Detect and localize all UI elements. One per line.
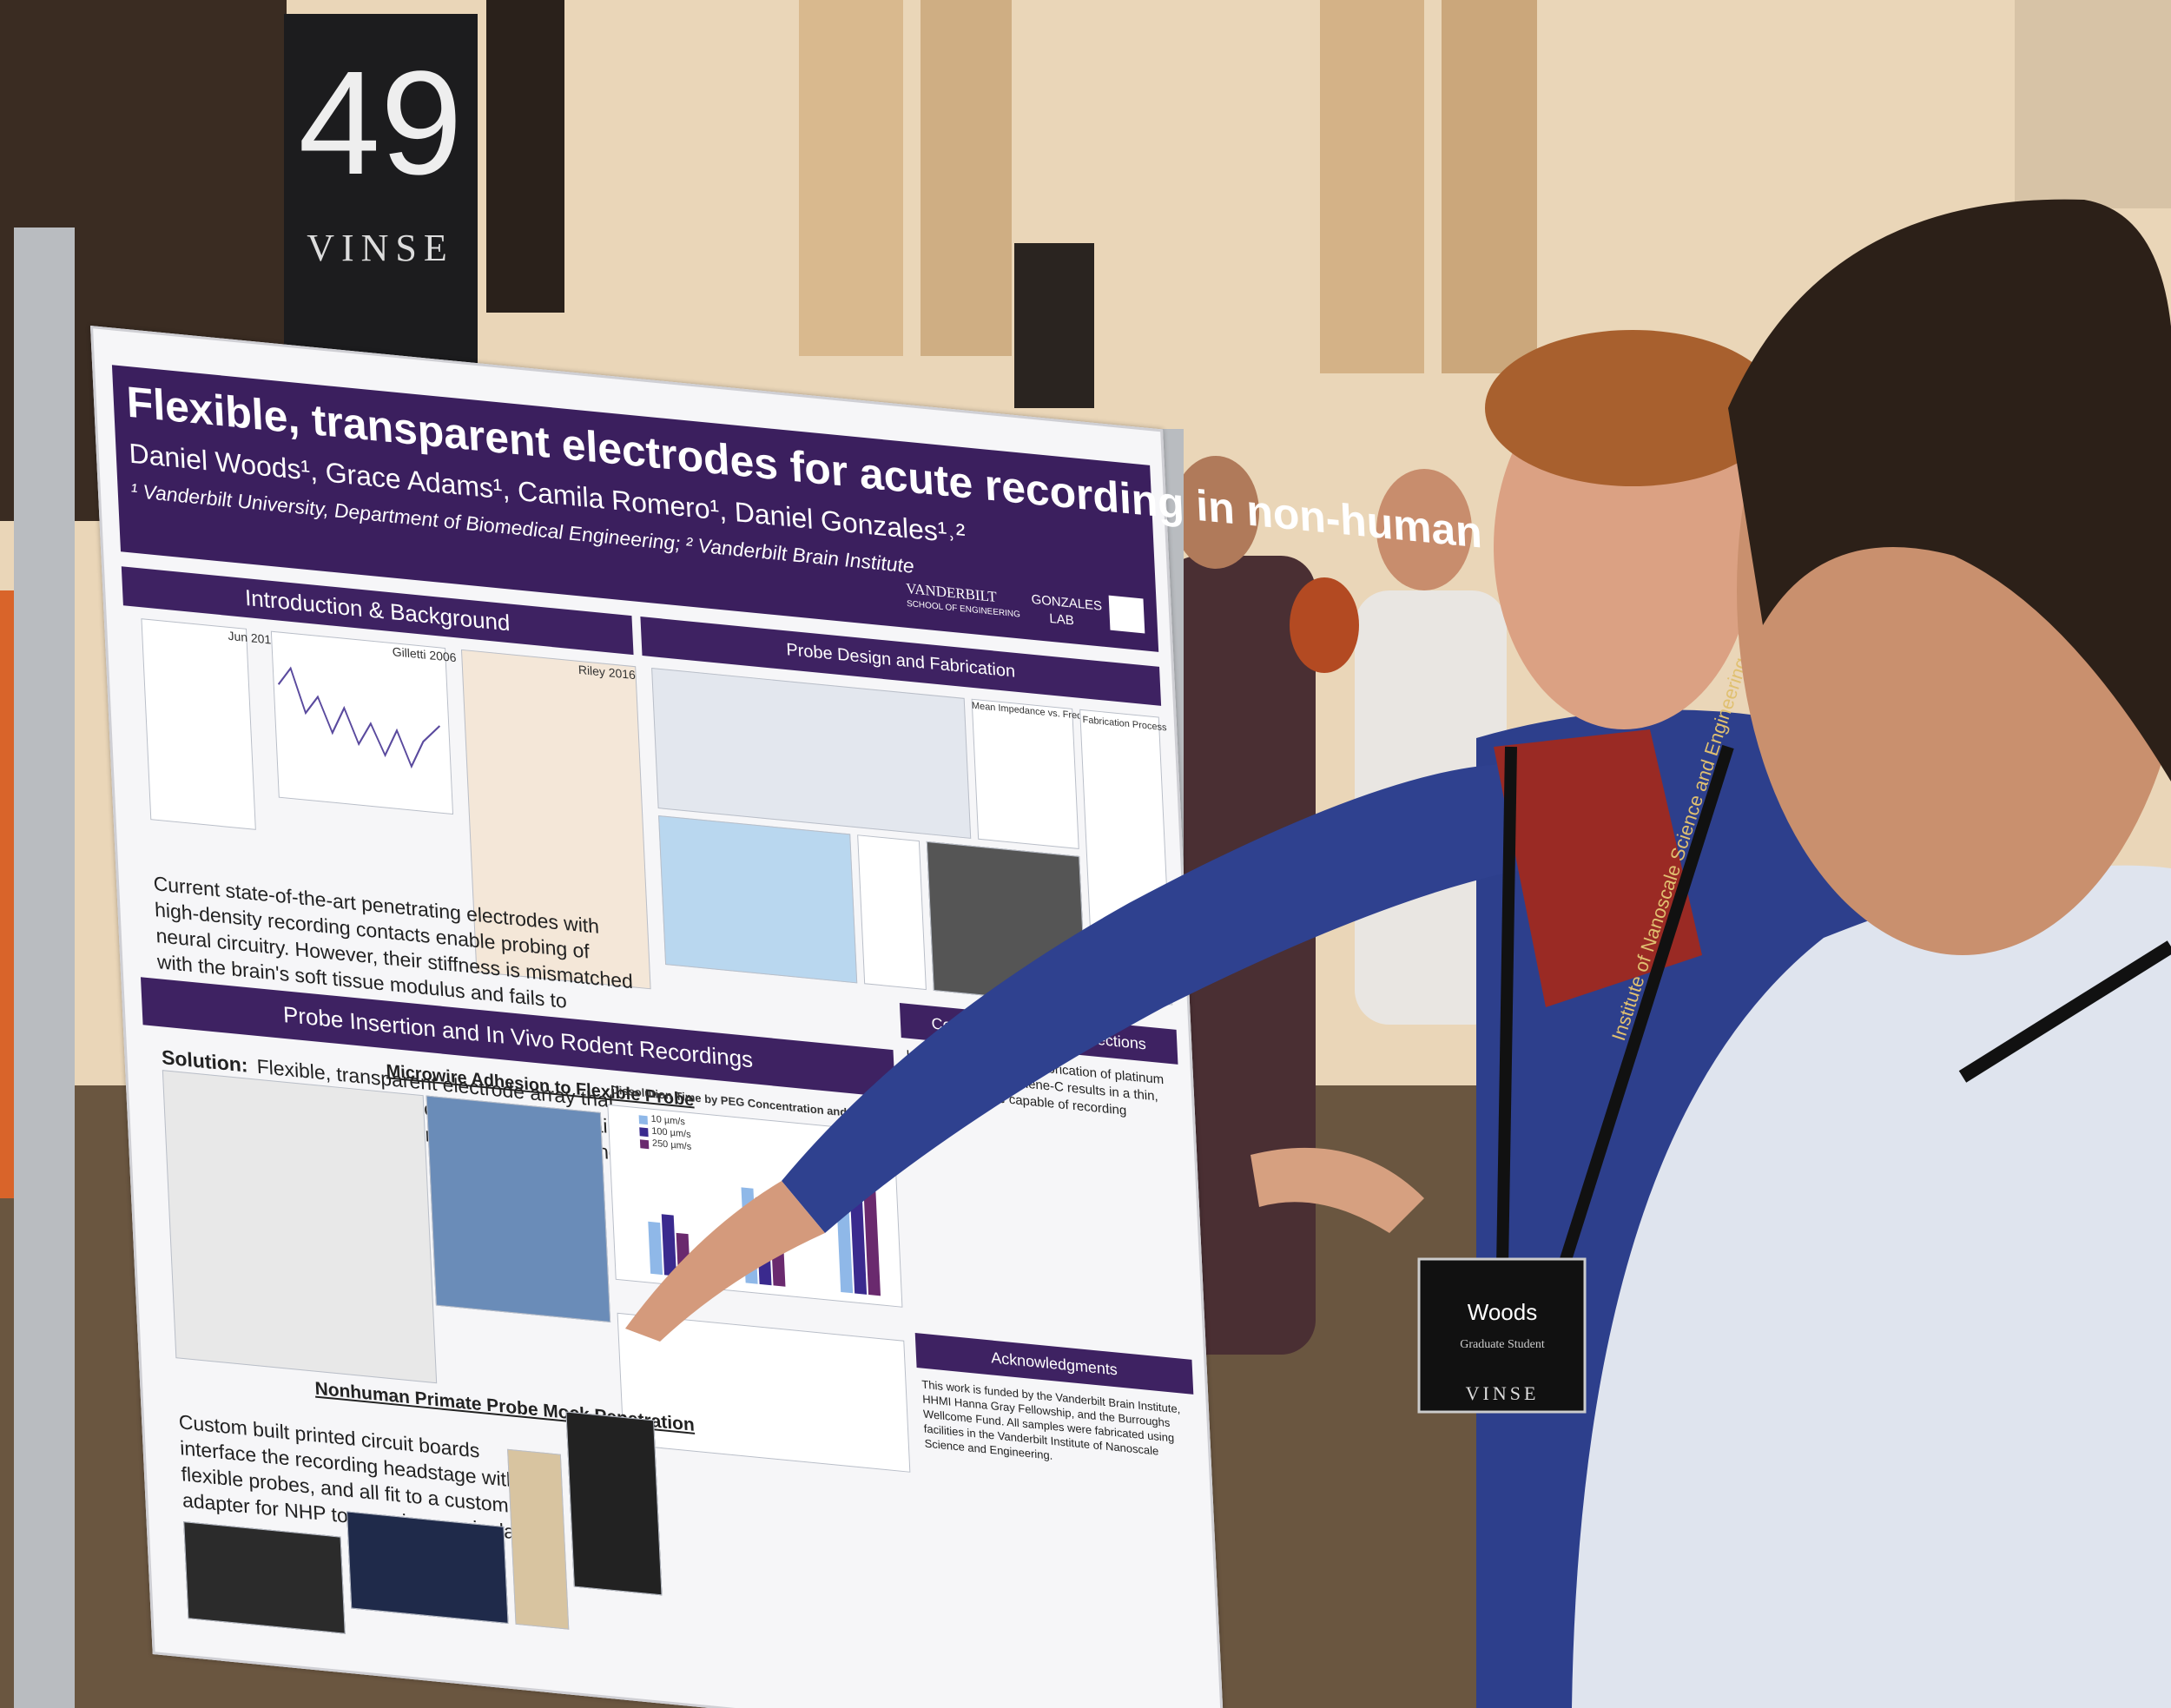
bar-shape — [661, 1214, 676, 1276]
viewer-hair — [1728, 199, 2171, 781]
plot-trace — [277, 666, 441, 769]
person-hair — [1290, 577, 1359, 673]
sign-org: VINSE — [307, 227, 454, 269]
bar-shape — [648, 1221, 663, 1276]
wall-panel — [1320, 0, 1424, 373]
name-badge — [1417, 1257, 1587, 1414]
presenter-shirt — [1494, 729, 1702, 1007]
badge-role: Graduate Student — [1460, 1338, 1545, 1351]
legend-swatch — [639, 1127, 649, 1138]
viewer-shirt — [1572, 865, 2171, 1708]
wall-panel — [921, 0, 1012, 356]
displacement-plot — [270, 630, 454, 815]
presenter-left-hand — [1250, 1147, 1424, 1233]
person-head — [1172, 456, 1259, 569]
lanyard — [1557, 744, 1734, 1270]
dark-pillar — [486, 0, 564, 313]
wall-panel — [2015, 0, 2171, 208]
bar-shape — [849, 1180, 868, 1295]
presenter-hand — [625, 1181, 825, 1342]
sign-number: 49 — [298, 41, 462, 206]
badge-name: Woods — [1468, 1299, 1537, 1325]
person-head — [1376, 469, 1472, 590]
presenter-hair — [1485, 330, 1780, 486]
legend-swatch — [638, 1115, 649, 1125]
wall-panel — [799, 0, 903, 356]
wall-panel — [1442, 0, 1537, 373]
stand-post — [14, 228, 75, 1708]
lanyard — [1496, 746, 1517, 1269]
presenter-arm — [782, 764, 1528, 1233]
lanyard — [1958, 940, 2171, 1083]
number-sign — [284, 14, 478, 366]
sign-post — [1014, 243, 1094, 408]
bar-shape — [863, 1190, 881, 1296]
badge-org: VINSE — [1466, 1382, 1540, 1404]
trace — [277, 666, 441, 769]
legend-swatch — [639, 1139, 650, 1150]
